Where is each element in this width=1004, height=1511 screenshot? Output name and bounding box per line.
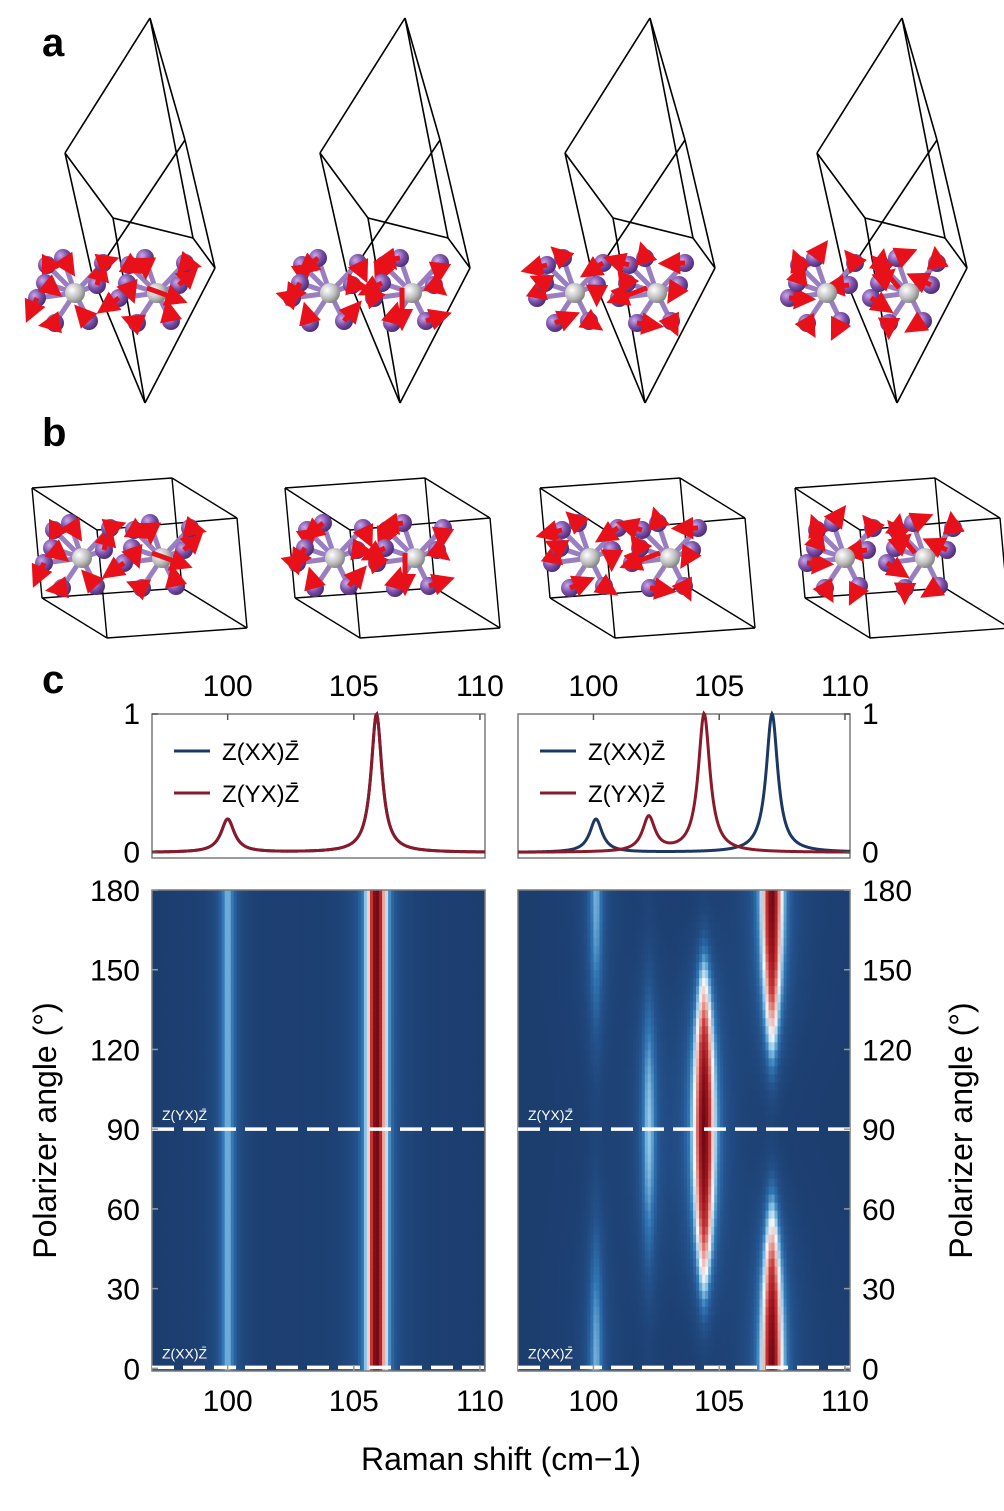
legend-label: Z(XX)Z̄ [222, 739, 299, 766]
x-tick-label: 110 [821, 670, 869, 703]
x-tick-label: 110 [456, 670, 504, 703]
y-tick-label: 120 [862, 1034, 912, 1067]
panel-label-a: a [42, 21, 65, 65]
crystal-cell-b-1 [31, 477, 248, 639]
series-line-xx [151, 711, 485, 854]
legend-label: Z(YX)Z̄ [222, 781, 299, 808]
heatmap-c-bottom-left: Z(YX)Z̄ Z(XX)Z̄ 100 105 110 0 30 60 90 120 150 180 P… [27, 875, 504, 1418]
series-line-yx [151, 711, 485, 854]
panel-label-c: c [42, 658, 64, 702]
crystal-cell-a-4 [780, 17, 968, 404]
y-tick-label: 90 [107, 1114, 140, 1147]
legend-label: Z(YX)Z̄ [588, 781, 665, 808]
annotation-label: Z(YX)Z̄ [528, 1107, 574, 1123]
y-tick-label: 30 [862, 1274, 895, 1307]
y-tick-label: 60 [107, 1194, 140, 1227]
y-tick-label: 90 [862, 1114, 895, 1147]
y-tick-label: 0 [862, 1353, 879, 1386]
crystal-cell-a-3 [520, 17, 716, 404]
x-tick-label: 100 [568, 1385, 618, 1418]
x-tick-label: 105 [329, 1385, 379, 1418]
y-tick-label: 0 [123, 1353, 140, 1386]
panel-a-phonon-modes [24, 17, 968, 404]
spectrum-frame [151, 713, 486, 859]
y-tick-label: 30 [107, 1274, 140, 1307]
y-tick-label: 150 [862, 955, 912, 988]
series-line-yx [518, 710, 850, 854]
heatmap-cells [152, 890, 485, 1371]
series-line-xx [517, 710, 851, 854]
panel-b-phonon-modes [31, 477, 1004, 639]
crystal-cell-b-3 [535, 477, 756, 639]
y-tick-label: 150 [90, 955, 140, 988]
crystal-cell-a-2 [275, 17, 471, 404]
spectrum-c-top-right: 100 105 110 0 1 Z(XX)Z̄ Z(YX)Z̄ [517, 670, 879, 869]
x-tick-label: 100 [203, 670, 253, 703]
y-tick-label: 120 [90, 1034, 140, 1067]
x-tick-label: 100 [568, 670, 618, 703]
y-tick-label: 180 [90, 875, 140, 908]
x-tick-label: 105 [329, 670, 379, 703]
legend-label: Z(XX)Z̄ [588, 739, 665, 766]
panel-c-raman: 100 105 11001Z(XX)Z̄Z(YX)Z̄Z(YX)Z̄Z(XX)Z̄1… [27, 670, 979, 1477]
x-axis-label: Raman shift (cm−1) [361, 1441, 641, 1477]
crystal-cell-b-2 [280, 477, 501, 639]
crystal-cell-a-1 [24, 17, 216, 404]
y-tick-label: 60 [862, 1194, 895, 1227]
y-tick-label: 1 [123, 698, 140, 731]
x-tick-label: 105 [694, 1385, 744, 1418]
annotation-label: Z(XX)Z̄ [528, 1345, 574, 1361]
y-axis-label: Polarizer angle (°) [943, 1002, 979, 1258]
y-tick-label: 0 [862, 836, 879, 869]
x-tick-label: 110 [456, 1385, 504, 1418]
annotation-label: Z(YX)Z̄ [162, 1107, 208, 1123]
spectrum-c-top-left: 100 105 110 0 1 Z(XX)Z̄ Z(YX)Z̄ [123, 670, 504, 869]
spectrum-frame [517, 713, 851, 859]
y-axis-label: Polarizer angle (°) [27, 1002, 63, 1258]
heatmap-cells [518, 890, 850, 1371]
x-tick-label: 100 [203, 1385, 253, 1418]
annotation-label: Z(XX)Z̄ [162, 1345, 208, 1361]
y-tick-label: 0 [123, 836, 140, 869]
y-tick-label: 180 [862, 875, 912, 908]
x-tick-label: 105 [694, 670, 744, 703]
panel-label-b: b [42, 411, 66, 455]
crystal-cell-b-4 [794, 477, 1004, 639]
y-tick-label: 1 [862, 698, 879, 731]
x-tick-label: 110 [821, 1385, 869, 1418]
